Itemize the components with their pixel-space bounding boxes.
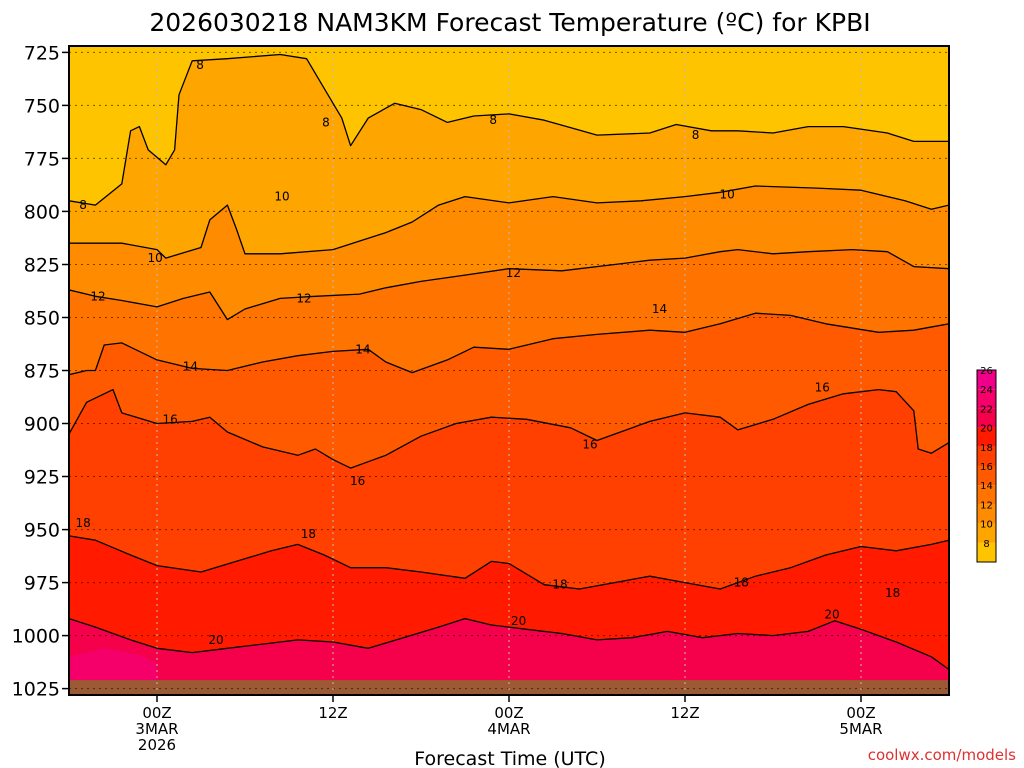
colorbar-label-10: 10 xyxy=(980,520,993,531)
isotherm-label-14: 14 xyxy=(355,342,370,356)
isotherm-label-8: 8 xyxy=(322,115,330,129)
x-tick-label-80-1: 5MAR xyxy=(839,720,882,738)
y-tick-label-950: 950 xyxy=(24,520,60,542)
y-tick-label-900: 900 xyxy=(24,414,60,436)
x-tick-label-0-0: 00Z xyxy=(142,704,171,722)
colorbar-label-18: 18 xyxy=(980,443,993,454)
colorbar-swatch-18-20 xyxy=(977,427,996,447)
isotherm-label-10: 10 xyxy=(720,188,735,202)
y-tick-label-750: 750 xyxy=(24,95,60,117)
isotherm-12 xyxy=(69,248,949,321)
colorbar-label-8: 8 xyxy=(983,539,989,550)
colorbar-swatch-24-26 xyxy=(977,370,996,390)
x-tick-label-40-0: 00Z xyxy=(494,704,523,722)
colorbar-swatch-10-12 xyxy=(977,504,996,524)
y-tick-label-825: 825 xyxy=(24,255,60,277)
isotherm-label-20: 20 xyxy=(511,614,526,628)
isotherm-label-16: 16 xyxy=(350,474,365,488)
x-tick-label-60-0: 12Z xyxy=(670,704,699,722)
y-tick-label-850: 850 xyxy=(24,308,60,330)
chart-title: 2026030218 NAM3KM Forecast Temperature (… xyxy=(149,8,870,37)
isotherm-label-16: 16 xyxy=(582,438,597,452)
colorbar-swatch-14-16 xyxy=(977,466,996,486)
isotherm-20 xyxy=(69,617,949,671)
colorbar-swatch-6-8 xyxy=(977,542,996,562)
x-tick-label-0-2: 2026 xyxy=(138,736,176,754)
colorbar-swatch-22-24 xyxy=(977,389,996,409)
colorbar-label-24: 24 xyxy=(980,385,993,396)
y-tick-label-725: 725 xyxy=(24,42,60,64)
temperature-fill-bands xyxy=(69,46,949,695)
isotherm-label-14: 14 xyxy=(652,302,667,316)
isotherm-contours xyxy=(69,53,949,671)
y-tick-label-800: 800 xyxy=(24,201,60,223)
x-tick-label-40-1: 4MAR xyxy=(487,720,530,738)
band-22-24 xyxy=(69,648,157,689)
y-tick-label-775: 775 xyxy=(24,148,60,170)
colorbar-swatch-8-10 xyxy=(977,523,996,543)
isotherm-labels: 8 8 8 8 8 10 10 10 12 12 12 14 14 14 16 16 16 16 18 18 18 18 1… xyxy=(75,58,900,647)
colorbar-label-20: 20 xyxy=(980,424,993,435)
y-tick-label-1025: 1025 xyxy=(12,679,60,701)
y-tick-label-875: 875 xyxy=(24,361,60,383)
colorbar-label-14: 14 xyxy=(980,481,993,492)
y-tick-label-925: 925 xyxy=(24,467,60,489)
credit-link[interactable]: coolwx.com/models xyxy=(868,746,1016,764)
isotherm-label-18: 18 xyxy=(301,527,316,541)
isotherm-label-16: 16 xyxy=(163,412,178,426)
isotherm-label-14: 14 xyxy=(183,359,198,373)
isotherm-label-12: 12 xyxy=(506,266,521,280)
isotherm-18 xyxy=(69,535,949,590)
colorbar-frame xyxy=(976,369,997,563)
isotherm-14 xyxy=(69,312,949,376)
isotherm-label-8: 8 xyxy=(196,58,204,72)
colorbar-label-26: 26 xyxy=(980,366,993,377)
x-tick-label-0-1: 3MAR xyxy=(135,720,178,738)
isotherm-label-10: 10 xyxy=(274,190,289,204)
colorbar-swatch-20-22 xyxy=(977,408,996,428)
isotherm-16 xyxy=(69,388,949,469)
isotherm-10 xyxy=(69,185,949,259)
band-20-22 xyxy=(69,618,949,695)
colorbar-swatch-16-18 xyxy=(977,446,996,466)
plot-area: 8 8 8 8 8 10 10 10 12 12 12 14 14 14 16 16 16 16 18 18 18 18 1… xyxy=(69,46,949,695)
isotherm-label-8: 8 xyxy=(489,113,497,127)
isotherm-label-12: 12 xyxy=(90,289,105,303)
colorbar-legend: 8 10 12 14 16 18 20 22 24 26 xyxy=(976,366,997,563)
ground-terrain xyxy=(69,680,949,695)
isotherm-label-20: 20 xyxy=(208,633,223,647)
colorbar-label-16: 16 xyxy=(980,462,993,473)
ground-surface xyxy=(69,680,949,695)
isotherm-label-8: 8 xyxy=(692,128,700,142)
isotherm-label-18: 18 xyxy=(552,578,567,592)
isotherm-label-10: 10 xyxy=(148,251,163,265)
isotherm-label-8: 8 xyxy=(79,198,87,212)
y-axis: 725 750 775 800 825 850 875 900 925 950 975 1000 102… xyxy=(12,42,69,701)
isotherm-label-12: 12 xyxy=(296,291,311,305)
colorbar-label-22: 22 xyxy=(980,404,993,415)
x-axis-label: Forecast Time (UTC) xyxy=(414,748,605,768)
x-tick-label-80-0: 00Z xyxy=(846,704,875,722)
isotherm-label-20: 20 xyxy=(824,607,839,621)
colorbar-swatch-12-14 xyxy=(977,485,996,505)
gridlines xyxy=(69,46,949,695)
x-tick-label-20-0: 12Z xyxy=(318,704,347,722)
y-tick-label-975: 975 xyxy=(24,573,60,595)
isotherm-8 xyxy=(69,53,949,206)
isotherm-label-18: 18 xyxy=(885,586,900,600)
isotherm-label-16: 16 xyxy=(815,381,830,395)
colorbar-label-12: 12 xyxy=(980,500,993,511)
isotherm-label-18: 18 xyxy=(75,516,90,530)
y-tick-label-1000: 1000 xyxy=(12,626,60,648)
isotherm-label-18: 18 xyxy=(734,576,749,590)
